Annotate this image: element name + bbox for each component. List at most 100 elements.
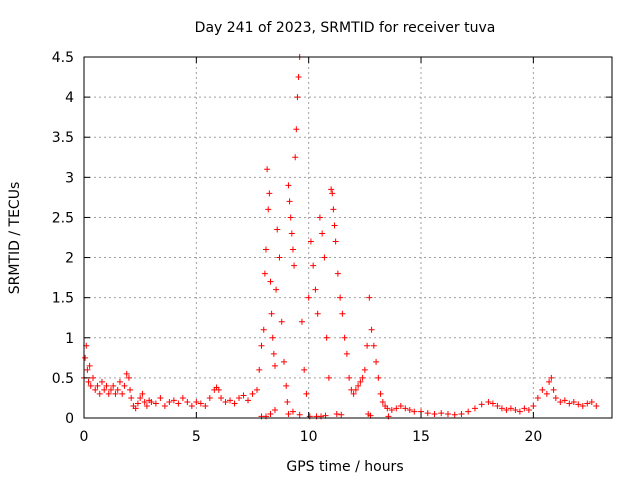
data-point xyxy=(494,402,501,409)
data-point xyxy=(87,382,94,389)
data-point xyxy=(370,342,377,349)
data-point xyxy=(312,286,319,293)
data-point xyxy=(485,398,492,405)
data-point xyxy=(128,394,135,401)
data-point xyxy=(310,262,317,269)
data-point xyxy=(316,214,323,221)
data-point xyxy=(123,370,130,377)
data-point xyxy=(361,366,368,373)
data-point xyxy=(143,402,150,409)
data-point xyxy=(525,406,532,413)
data-point xyxy=(570,398,577,405)
data-point xyxy=(270,350,277,357)
data-point xyxy=(231,400,238,407)
data-point xyxy=(296,411,303,418)
data-point xyxy=(188,402,195,409)
data-points xyxy=(81,54,600,420)
data-point xyxy=(303,390,310,397)
data-point xyxy=(161,402,168,409)
data-point xyxy=(319,230,326,237)
y-axis-label: SRMTID / TECUs xyxy=(7,182,23,295)
data-point xyxy=(521,405,528,412)
data-point xyxy=(438,410,445,417)
data-point xyxy=(125,374,132,381)
data-point xyxy=(293,126,300,133)
data-point xyxy=(295,74,302,81)
data-point xyxy=(236,394,243,401)
data-point xyxy=(424,410,431,417)
data-point xyxy=(498,405,505,412)
data-point xyxy=(359,374,366,381)
data-point xyxy=(114,386,121,393)
data-point xyxy=(289,408,296,415)
data-point xyxy=(557,398,564,405)
data-point xyxy=(276,254,283,261)
data-point xyxy=(561,397,568,404)
data-point xyxy=(588,398,595,405)
data-point xyxy=(330,206,337,213)
data-point xyxy=(271,362,278,369)
x-axis-label: GPS time / hours xyxy=(286,459,403,475)
plot-frame xyxy=(83,56,613,419)
data-point xyxy=(105,390,112,397)
data-point xyxy=(384,405,391,412)
data-point xyxy=(184,398,191,405)
data-point xyxy=(329,190,336,197)
data-point xyxy=(411,408,418,415)
y-tick-label: 4 xyxy=(65,90,74,106)
y-tick-label: 2.5 xyxy=(52,210,74,226)
data-point xyxy=(343,350,350,357)
data-point xyxy=(328,186,335,193)
data-point xyxy=(579,402,586,409)
data-point xyxy=(116,378,123,385)
y-tick-label: 3.5 xyxy=(52,130,74,146)
data-point xyxy=(346,374,353,381)
data-point xyxy=(157,394,164,401)
data-point xyxy=(141,398,148,405)
data-point xyxy=(366,294,373,301)
data-point xyxy=(465,408,472,415)
data-point xyxy=(292,154,299,161)
data-point xyxy=(333,410,340,417)
data-point xyxy=(287,214,294,221)
data-point xyxy=(193,398,200,405)
data-point xyxy=(227,397,234,404)
data-point xyxy=(507,405,514,412)
data-point xyxy=(266,190,273,197)
data-point xyxy=(134,400,141,407)
data-point xyxy=(197,400,204,407)
data-point xyxy=(132,405,139,412)
data-point xyxy=(379,398,386,405)
data-point xyxy=(503,406,510,413)
data-point xyxy=(471,405,478,412)
data-point xyxy=(332,238,339,245)
x-tick-label: 5 xyxy=(192,429,201,445)
data-point xyxy=(325,374,332,381)
data-point xyxy=(112,390,119,397)
data-point xyxy=(352,386,359,393)
data-point xyxy=(355,382,362,389)
data-point xyxy=(262,246,269,253)
data-point xyxy=(584,400,591,407)
data-point xyxy=(552,394,559,401)
data-point xyxy=(267,278,274,285)
data-point xyxy=(334,270,341,277)
data-point xyxy=(550,386,557,393)
data-point xyxy=(406,406,413,413)
data-point xyxy=(489,400,496,407)
data-point xyxy=(85,378,92,385)
y-tick-label: 1.5 xyxy=(52,291,74,307)
data-point xyxy=(110,382,117,389)
data-point xyxy=(530,402,537,409)
data-point xyxy=(357,378,364,385)
data-point xyxy=(152,400,159,407)
data-point xyxy=(314,310,321,317)
data-point xyxy=(451,411,458,418)
data-point xyxy=(575,401,582,408)
data-point xyxy=(245,397,252,404)
data-point xyxy=(566,400,573,407)
data-point xyxy=(284,398,291,405)
y-tick-label: 1 xyxy=(65,331,74,347)
data-point xyxy=(444,410,451,417)
data-point xyxy=(373,358,380,365)
